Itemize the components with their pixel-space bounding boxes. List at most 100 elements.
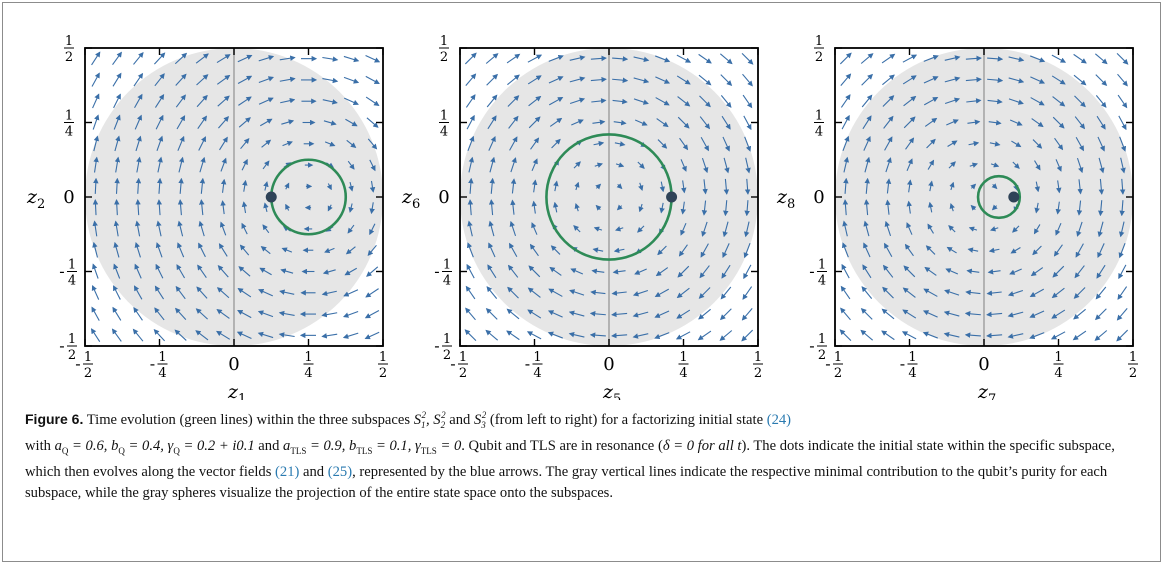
vector-arrow <box>344 267 358 276</box>
y-tick-label-sign: - <box>809 336 814 355</box>
vector-arrow <box>991 183 998 190</box>
x-tick-label-value: 0 <box>603 354 614 375</box>
vector-arrow <box>92 93 100 109</box>
caption-ref-eq24[interactable]: (24) <box>766 411 792 428</box>
vector-arrow <box>136 156 142 173</box>
vector-arrow <box>1051 309 1066 319</box>
vector-arrow <box>197 264 207 278</box>
vector-arrow <box>1032 139 1043 149</box>
vector-arrow <box>154 307 165 321</box>
vector-arrow <box>701 157 709 174</box>
vector-arrow <box>364 309 380 319</box>
vector-arrow <box>343 55 360 63</box>
vector-arrow <box>906 222 913 235</box>
vector-arrow <box>1031 118 1044 128</box>
vector-arrow <box>367 138 378 150</box>
vector-arrow <box>593 226 603 232</box>
vector-arrow <box>1008 98 1024 105</box>
vector-arrow <box>743 264 752 280</box>
vector-arrow <box>698 308 711 320</box>
vector-arrow <box>114 156 121 173</box>
vector-arrow <box>1094 330 1108 341</box>
vector-arrow <box>970 204 977 211</box>
vector-arrow <box>199 156 206 173</box>
vector-arrow <box>744 136 752 152</box>
caption-text-1: Time evolution (green lines) within the … <box>83 411 414 428</box>
vector-arrow <box>506 53 521 64</box>
y-tick-label: -12 <box>809 332 827 363</box>
vector-arrow <box>241 222 248 235</box>
vector-arrow <box>548 97 564 106</box>
vector-arrow <box>216 74 231 85</box>
vector-arrow <box>322 56 339 62</box>
vector-arrow <box>676 75 691 85</box>
vector-arrow <box>220 178 227 193</box>
vector-arrow <box>279 55 296 61</box>
vector-arrow <box>1076 221 1083 237</box>
vector-arrow <box>860 307 873 320</box>
x-tick-label: 0 <box>603 354 614 375</box>
vector-arrow <box>702 179 708 195</box>
vector-arrow <box>134 263 142 279</box>
vector-arrow <box>176 115 186 130</box>
vector-arrow <box>238 266 251 277</box>
caption-ref-eq21[interactable]: (21) <box>275 463 300 480</box>
vector-arrow <box>903 95 917 107</box>
x-tick-label-sign: - <box>525 354 530 373</box>
vector-arrow <box>1098 157 1105 174</box>
vector-arrow <box>923 76 939 84</box>
vector-arrow <box>928 180 934 192</box>
vector-arrow <box>175 94 186 108</box>
vector-arrow <box>881 308 895 320</box>
vector-arrow <box>258 289 274 297</box>
caption-text-2: (from left to right) for a factorizing i… <box>486 411 767 428</box>
vector-arrow <box>613 247 625 254</box>
vector-arrow <box>468 177 474 194</box>
vector-arrow <box>943 310 960 317</box>
vector-arrow <box>569 97 586 105</box>
vector-arrow <box>548 288 563 297</box>
vector-arrow <box>860 329 874 341</box>
vector-arrow <box>1119 200 1125 217</box>
vector-arrow <box>485 329 499 341</box>
vector-arrow <box>527 309 542 319</box>
vector-arrow <box>1117 94 1128 109</box>
vector-arrow <box>881 330 895 341</box>
vector-arrow <box>616 183 623 190</box>
y-tick-label-sign: - <box>59 336 64 355</box>
vector-arrow <box>742 73 753 87</box>
vector-arrow <box>923 54 939 62</box>
x-tick-label-numerator: 1 <box>1129 350 1137 365</box>
vector-arrow <box>326 183 332 191</box>
caption-ref-eq25[interactable]: (25) <box>327 463 353 480</box>
vector-arrow <box>366 266 379 277</box>
y-tick-label-sign: - <box>809 262 814 281</box>
vector-arrow <box>1007 289 1024 297</box>
vector-arrow <box>863 135 871 151</box>
vector-arrow <box>720 286 732 300</box>
x-tick-label: 12 <box>1128 350 1138 381</box>
vector-arrow <box>633 98 649 105</box>
y-tick-label-numerator: 1 <box>443 258 451 273</box>
vector-arrow <box>637 225 645 233</box>
vector-arrow <box>91 306 100 321</box>
x-tick-label-value: 0 <box>228 354 239 375</box>
vector-arrow <box>860 53 874 64</box>
vector-arrow <box>322 99 338 105</box>
vector-arrow <box>553 180 559 192</box>
vector-arrow <box>551 138 561 149</box>
vector-arrow <box>133 306 143 321</box>
vector-arrow <box>885 178 892 194</box>
vector-arrow <box>112 72 122 87</box>
vector-arrow <box>509 136 518 151</box>
vector-arrow <box>680 159 687 172</box>
vector-arrow <box>178 156 185 173</box>
vector-arrow <box>1096 115 1106 130</box>
x-tick-label-denominator: 2 <box>84 366 92 381</box>
x-axis-label-sub: 1 <box>238 392 246 400</box>
vector-arrow <box>196 286 208 299</box>
vector-arrow <box>1073 287 1086 299</box>
vector-arrow <box>531 200 538 214</box>
